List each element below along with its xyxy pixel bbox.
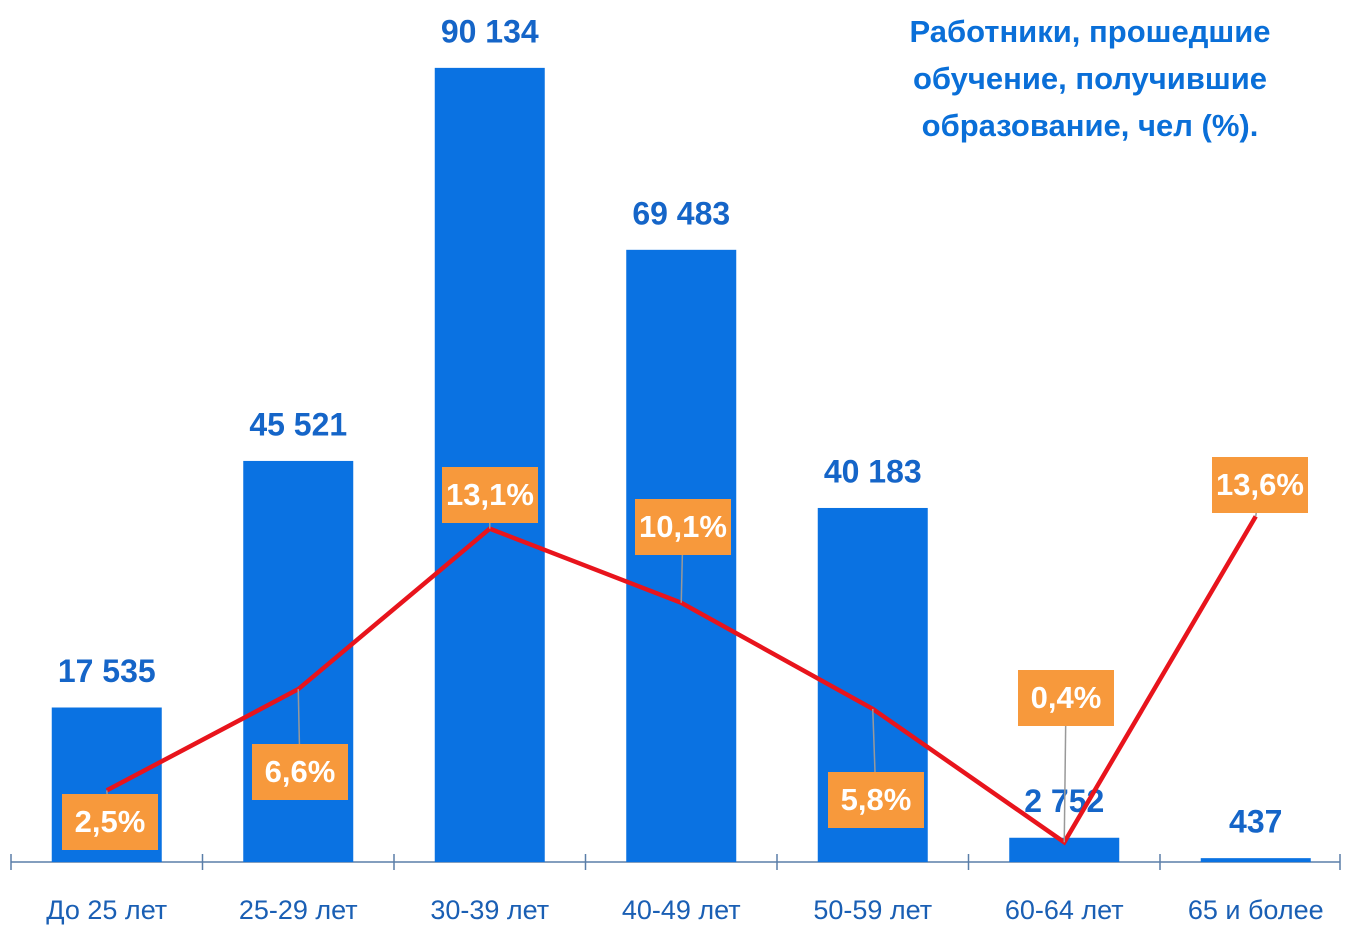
label-box [635, 499, 731, 555]
x-tick-label: 60-64 лет [1005, 895, 1124, 925]
x-tick-label: До 25 лет [46, 895, 167, 925]
chart-title: Работники, прошедшие обучение, получивши… [909, 14, 1271, 143]
bar-value-label: 69 483 [632, 195, 730, 231]
label-box [62, 794, 158, 850]
bar-value-label: 45 521 [249, 406, 347, 442]
bar [1200, 858, 1311, 862]
x-tick-label: 30-39 лет [430, 895, 549, 925]
label-box [1018, 670, 1114, 726]
x-tick-label: 40-49 лет [622, 895, 741, 925]
x-tick-label: 50-59 лет [813, 895, 932, 925]
bar-value-label: 90 134 [441, 13, 539, 49]
line-value-label: 5,8% [841, 782, 912, 817]
line-value-label: 13,1% [446, 477, 534, 512]
x-tick-label: 65 и более [1188, 895, 1324, 925]
line-value-label: 13,6% [1216, 467, 1304, 502]
label-box [828, 772, 924, 828]
bar-value-label: 40 183 [824, 453, 922, 489]
bar-value-label: 17 535 [58, 653, 156, 689]
line-value-label: 10,1% [639, 509, 727, 544]
line-value-label: 6,6% [265, 754, 336, 789]
line-value-label: 0,4% [1031, 680, 1102, 715]
label-box [442, 467, 538, 523]
label-box [1212, 457, 1308, 513]
bar [434, 67, 545, 863]
label-box [252, 744, 348, 800]
bar [626, 249, 737, 862]
x-tick-label: 25-29 лет [239, 895, 358, 925]
line-value-label: 2,5% [75, 804, 146, 839]
bar-value-label: 437 [1229, 804, 1282, 840]
bar [243, 460, 354, 862]
